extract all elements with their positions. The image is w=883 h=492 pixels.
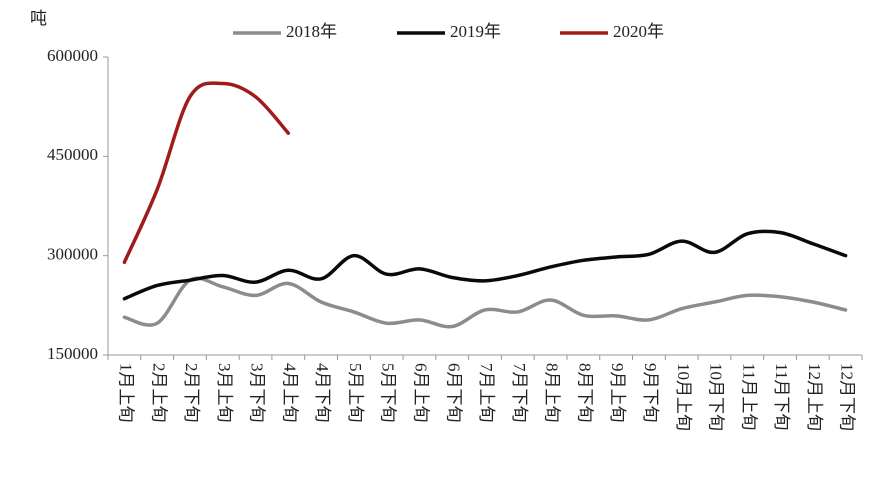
y-tick-label: 300000 [47, 245, 98, 264]
x-tick-label: 10月下旬 [707, 363, 726, 431]
x-tick-label: 8月下旬 [575, 363, 594, 423]
series-line [122, 276, 848, 329]
x-tick-label: 3月下旬 [248, 363, 267, 423]
x-tick-label: 2月上旬 [149, 363, 168, 423]
x-tick-label: 9月下旬 [641, 363, 660, 423]
x-tick-label: 9月上旬 [608, 363, 627, 423]
x-tick-label: 4月上旬 [280, 363, 299, 423]
y-tick-label: 450000 [47, 145, 98, 164]
x-tick-label: 2月下旬 [182, 363, 201, 423]
legend-label: 2018年 [286, 22, 337, 41]
series-line [122, 229, 848, 301]
y-axis-label: 吨 [30, 9, 47, 28]
x-tick-label: 8月上旬 [543, 363, 562, 423]
series-line [122, 81, 291, 265]
x-tick-label: 7月下旬 [510, 363, 529, 423]
x-tick-label: 5月下旬 [379, 363, 398, 423]
x-tick-label: 11月上旬 [739, 363, 758, 430]
y-tick-label: 600000 [47, 46, 98, 65]
x-tick-label: 12月下旬 [838, 363, 857, 431]
x-tick-label: 7月上旬 [477, 363, 496, 423]
legend-label: 2019年 [450, 22, 501, 41]
x-tick-label: 11月下旬 [772, 363, 791, 430]
x-tick-label: 6月上旬 [412, 363, 431, 423]
x-tick-label: 12月上旬 [805, 363, 824, 431]
x-tick-label: 6月下旬 [444, 363, 463, 423]
x-tick-label: 3月上旬 [215, 363, 234, 423]
y-tick-label: 150000 [47, 344, 98, 363]
x-tick-label: 10月上旬 [674, 363, 693, 431]
x-tick-label: 5月上旬 [346, 363, 365, 423]
x-tick-label: 4月下旬 [313, 363, 332, 423]
x-tick-label: 1月上旬 [116, 363, 135, 423]
legend-label: 2020年 [613, 22, 664, 41]
